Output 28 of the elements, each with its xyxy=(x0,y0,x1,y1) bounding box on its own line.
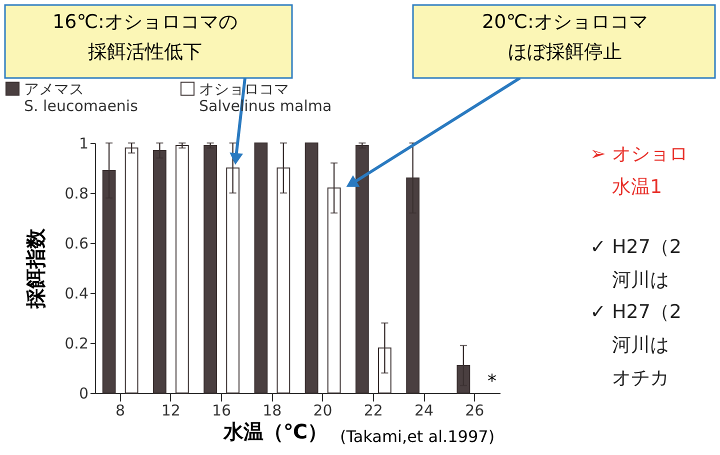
y-tick-label: 0.2 xyxy=(64,334,88,352)
x-tick-label: 24 xyxy=(414,402,434,420)
y-axis-title: 採餌指数 xyxy=(24,228,48,310)
text: 20℃:オショロコマほぼ採餌停止 xyxy=(482,11,648,63)
y-tick-label: 1 xyxy=(78,134,88,152)
x-axis-title: 水温（℃） xyxy=(222,420,328,444)
text: ✓ H27（2 xyxy=(590,236,682,258)
y-tick-label: 0 xyxy=(78,384,88,402)
text: オチカ xyxy=(612,367,669,389)
text: 河川は xyxy=(612,334,669,356)
text: ✓ H27（2 xyxy=(590,301,682,323)
text: 16℃:オショロコマの採餌活性低下 xyxy=(52,11,238,63)
text: ➢ オショロ xyxy=(590,143,688,165)
x-tick-label: 26 xyxy=(465,402,484,420)
annotation: * xyxy=(488,371,496,392)
y-tick-label: 0.6 xyxy=(64,234,88,252)
x-tick-label: 18 xyxy=(262,402,282,420)
x-tick-label: 8 xyxy=(116,402,126,420)
legend-label: アメマス S. leucomaenis xyxy=(24,80,138,115)
x-tick-label: 16 xyxy=(212,402,232,420)
x-tick-label: 22 xyxy=(364,402,383,420)
text: (Takami,et al.1997) xyxy=(340,427,495,446)
x-tick-label: 20 xyxy=(313,402,332,420)
text: 河川は xyxy=(612,269,669,291)
text: 水温1 xyxy=(612,176,662,198)
x-tick-label: 12 xyxy=(161,402,180,420)
y-tick-label: 0.8 xyxy=(64,184,88,202)
y-tick-label: 0.4 xyxy=(64,284,88,302)
